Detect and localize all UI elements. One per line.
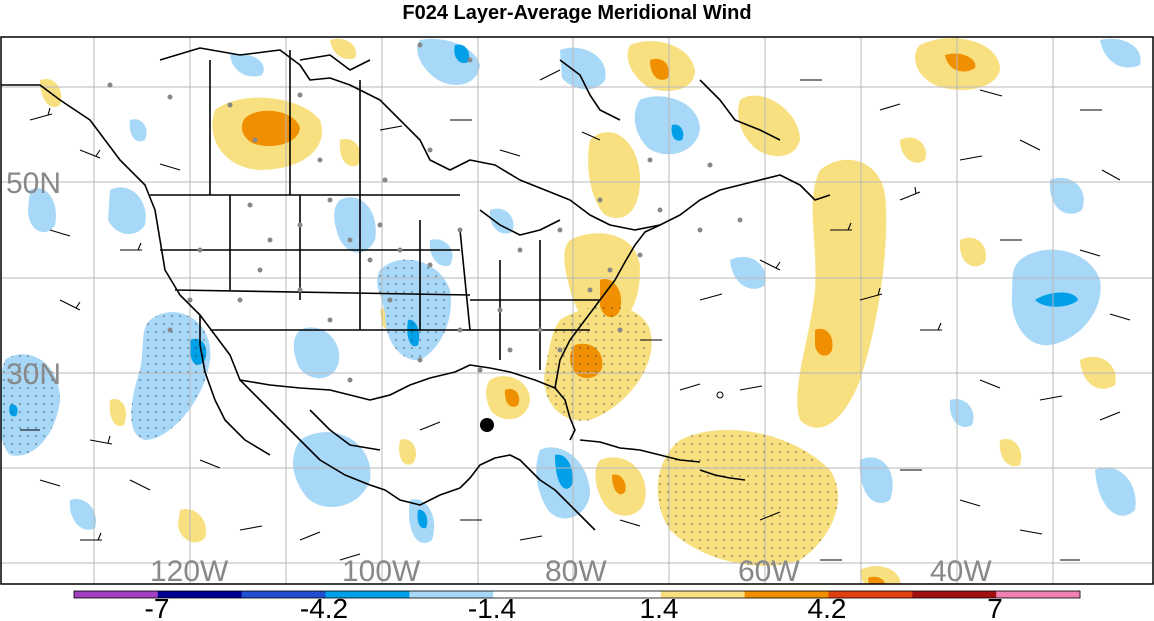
colorbar-swatch <box>828 591 913 598</box>
wind-barbs <box>20 69 1131 561</box>
colorbar-swatch <box>660 591 746 598</box>
lon-label-100w: 100W <box>342 555 421 588</box>
lon-label-60w: 60W <box>738 555 800 588</box>
colorbar-label: 4.2 <box>808 593 847 621</box>
stipple-overlay <box>1 259 839 566</box>
lon-label-40w: 40W <box>930 555 992 588</box>
colorbar-label: -1.4 <box>468 593 516 621</box>
colorbar-swatch <box>241 591 326 598</box>
colorbar-label: -4.2 <box>300 593 348 621</box>
graticule <box>1 37 1153 584</box>
colorbar-swatch <box>409 591 494 598</box>
colorbar-swatch <box>577 591 662 598</box>
colorbar-swatch <box>912 591 997 598</box>
colorbar-label: 7 <box>987 593 1003 621</box>
colorbar-swatch <box>996 591 1081 598</box>
lon-label-120w: 120W <box>150 555 229 588</box>
coastlines-borders <box>1 47 831 531</box>
colorbar-frame <box>73 590 1081 599</box>
station-dots <box>107 42 743 383</box>
colorbar-label: 1.4 <box>640 593 679 621</box>
colorbar-label: -7 <box>145 593 170 621</box>
map-title: F024 Layer-Average Meridional Wind <box>402 2 752 24</box>
lon-label-80w: 80W <box>545 555 607 588</box>
small-circle-marker <box>716 391 724 399</box>
colorbar-swatch <box>157 591 243 598</box>
map-frame <box>0 36 1154 585</box>
colorbar-labels: -7 -4.2 -1.4 1.4 4.2 7 <box>145 593 1003 621</box>
colorbar-swatch <box>493 591 578 598</box>
colorbar-swatch <box>744 591 829 598</box>
lat-label-50n: 50N <box>6 167 61 200</box>
marker-dot <box>480 418 494 432</box>
colorbar <box>73 590 1081 599</box>
lat-label-30n: 30N <box>6 358 61 391</box>
colorbar-swatch <box>325 591 410 598</box>
colorbar-swatch <box>74 591 159 598</box>
map-panel: 50N 30N 120W 100W 80W 60W 40W <box>1 37 1153 588</box>
